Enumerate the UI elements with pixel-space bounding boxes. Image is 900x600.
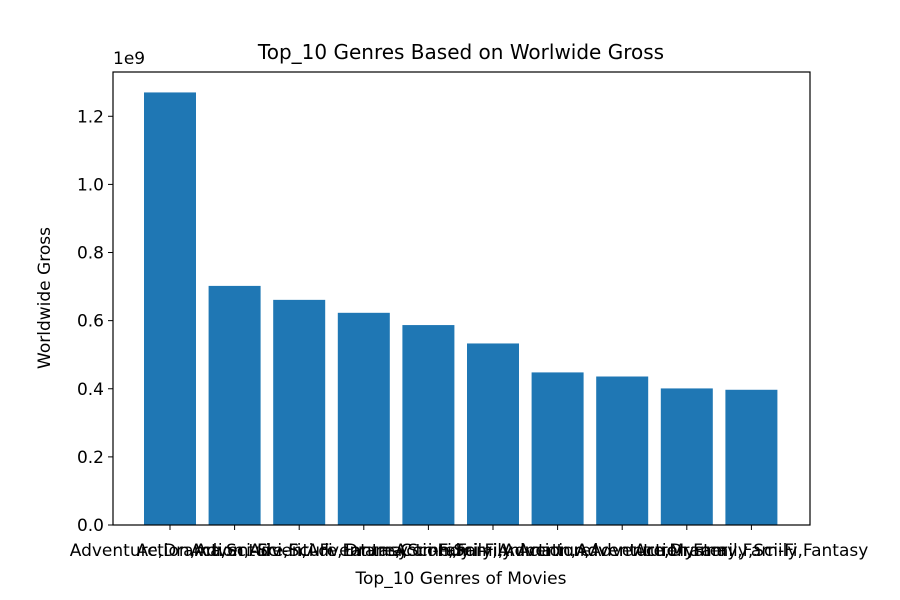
y-tick-label: 0.0	[77, 516, 104, 536]
x-tick-label: Adventure,Mystery,Family	[576, 541, 797, 561]
bar	[660, 388, 713, 525]
chart-title: Top_10 Genres Based on Worlwide Gross	[257, 40, 664, 64]
x-tick-label: Action,Family,Sci-Fi,Fantasy	[634, 541, 868, 561]
y-axis-ticks: 0.0 0.2 0.4 0.6 0.8 1.0 1.2	[77, 107, 113, 536]
y-tick-label: 1.0	[77, 175, 104, 195]
bar	[531, 372, 584, 525]
y-axis-offset-label: 1e9	[113, 49, 145, 69]
y-tick-label: 0.2	[77, 448, 104, 468]
bar	[144, 92, 196, 525]
y-tick-label: 0.6	[77, 312, 104, 332]
y-tick-label: 1.2	[77, 107, 104, 127]
bar	[467, 343, 519, 525]
x-tick-label: Adventure,Drama,Sci-Fi	[70, 541, 270, 561]
bar	[208, 285, 261, 525]
x-tick-label: Action,Sci-Fi,Adventure	[395, 541, 591, 561]
y-axis-title: Worldwide Gross	[35, 227, 55, 369]
x-tick-label: Drama,Sci-Fi,Family	[345, 541, 512, 561]
plot-area-frame	[112, 71, 811, 526]
x-axis-ticks: Adventure,Drama,Sci-FiAction,Adventure,S…	[70, 525, 868, 561]
bar	[725, 389, 778, 525]
y-tick-label: 0.8	[77, 244, 104, 264]
x-tick-label: Action,Adventure,Sci-Fi	[136, 541, 332, 561]
bars-group	[144, 92, 778, 525]
bar	[402, 325, 455, 525]
x-tick-label: Action,Adventure,Drama	[517, 541, 726, 561]
x-axis-title: Top_10 Genres of Movies	[355, 569, 567, 589]
x-tick-label: Sci-Fi,Adventure,Comedy	[257, 541, 470, 561]
bar	[596, 376, 649, 525]
bar	[273, 299, 326, 525]
y-tick-label: 0.4	[77, 380, 104, 400]
x-tick-label: Family,Animation,Adventure	[438, 541, 678, 561]
x-tick-label: Action,Adventure,Fantasy	[191, 541, 408, 561]
bar	[337, 312, 390, 525]
